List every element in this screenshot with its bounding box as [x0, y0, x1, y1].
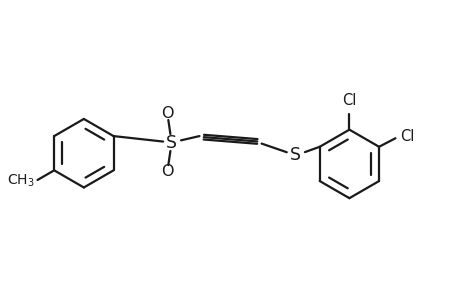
Text: Cl: Cl	[341, 93, 356, 108]
Text: O: O	[161, 164, 173, 179]
Text: S: S	[166, 134, 177, 152]
Text: CH$_3$: CH$_3$	[6, 173, 34, 189]
Text: S: S	[290, 146, 301, 164]
Text: Cl: Cl	[399, 129, 413, 144]
Text: O: O	[161, 106, 173, 121]
